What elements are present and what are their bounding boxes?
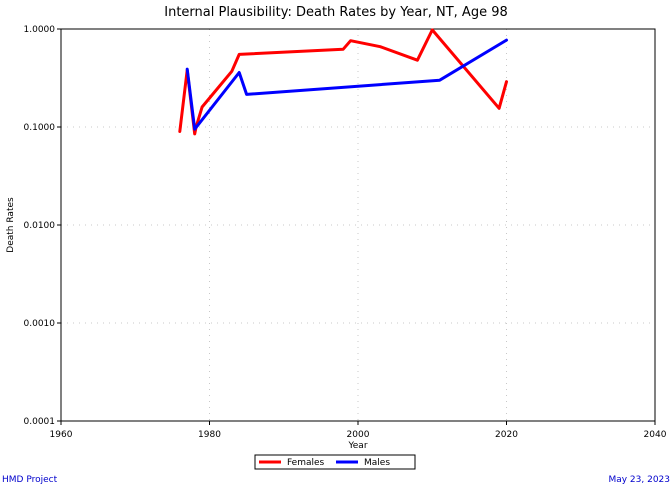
y-tick-label: 0.1000 (24, 123, 56, 133)
y-tick-label: 0.0001 (24, 417, 56, 427)
x-axis: 1960 1980 2000 2020 2040 (50, 421, 667, 440)
y-tick-label: 1.0000 (24, 25, 56, 35)
y-tick-label: 0.0100 (24, 221, 56, 231)
series (178, 28, 508, 136)
y-axis: 0.0001 0.0010 0.0100 0.1000 1.0000 (24, 25, 61, 427)
series-line-males (185, 38, 508, 131)
series-line-females (178, 28, 508, 136)
x-axis-label: Year (347, 441, 367, 451)
footer-source: HMD Project (2, 475, 58, 485)
footer-date: May 23, 2023 (608, 475, 670, 485)
x-tick-label: 1960 (50, 430, 73, 440)
legend: Females Males (254, 454, 416, 470)
legend-label-females: Females (287, 458, 325, 468)
legend-label-males: Males (364, 458, 390, 468)
x-tick-label: 2020 (495, 430, 518, 440)
x-tick-label: 2000 (347, 430, 370, 440)
chart-title: Internal Plausibility: Death Rates by Ye… (164, 5, 508, 20)
y-tick-label: 0.0010 (24, 319, 56, 329)
x-tick-label: 2040 (644, 430, 667, 440)
y-axis-label: Death Rates (6, 197, 16, 253)
x-tick-label: 1980 (198, 430, 221, 440)
